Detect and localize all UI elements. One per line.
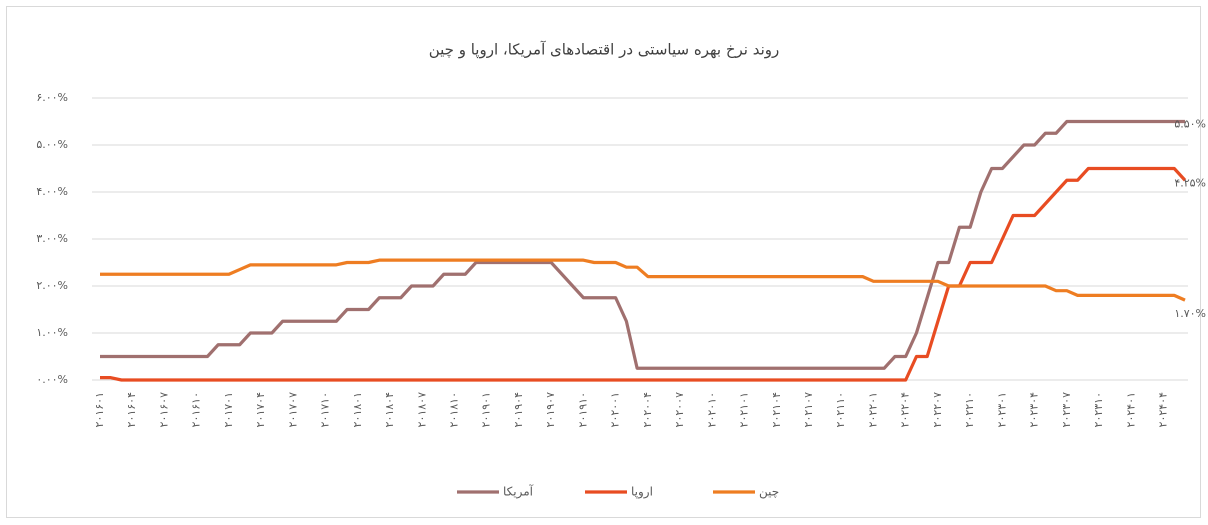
x-tick-label: ۲۰۱۷۰۴ [254, 392, 267, 428]
x-tick-label: ۲۰۲۱۱۰ [834, 392, 847, 427]
data-label: ۱.۷۰% [1174, 307, 1206, 320]
y-tick-label: ۶.۰۰% [36, 91, 68, 104]
x-tick-label: ۲۰۱۷۰۱ [222, 392, 235, 427]
x-tick-label: ۲۰۱۸۰۴ [383, 392, 396, 428]
x-tick-label: ۲۰۲۰۰۱ [609, 392, 622, 427]
x-tick-label: ۲۰۲۰۰۷ [673, 392, 686, 428]
series-line [100, 166, 1187, 382]
y-tick-label: ۰.۰۰% [36, 373, 68, 386]
x-tick-label: ۲۰۲۴۰۱ [1124, 392, 1137, 427]
x-tick-label: ۲۰۲۱۰۴ [770, 392, 783, 428]
x-tick-label: ۲۰۱۷۱۰ [319, 392, 332, 427]
x-tick-label: ۲۰۱۹۰۷ [544, 392, 557, 428]
x-tick-label: ۲۰۲۳۰۷ [1060, 392, 1073, 428]
series-line [100, 119, 1185, 370]
x-tick-label: ۲۰۲۴۰۴ [1157, 392, 1170, 428]
x-tick-label: ۲۰۲۲۱۰ [963, 392, 976, 427]
x-tick-label: ۲۰۱۶۰۱ [93, 392, 106, 427]
y-tick-label: ۳.۰۰% [36, 232, 68, 245]
legend-label: اروپا [631, 485, 653, 500]
x-tick-label: ۲۰۱۶۰۷ [157, 392, 170, 428]
y-tick-label: ۲.۰۰% [36, 279, 68, 292]
legend-label: چین [759, 485, 779, 500]
x-tick-label: ۲۰۱۹۰۴ [512, 392, 525, 428]
x-tick-label: ۲۰۲۲۰۷ [931, 392, 944, 428]
data-label: ۵.۵۰% [1174, 118, 1206, 131]
x-tick-label: ۲۰۱۹۱۰ [576, 392, 589, 427]
x-tick-label: ۲۰۲۱۰۷ [802, 392, 815, 428]
x-tick-label: ۲۰۱۸۰۷ [415, 392, 428, 428]
x-tick-label: ۲۰۲۱۰۱ [738, 392, 751, 427]
data-label: ۴.۲۵% [1174, 176, 1206, 189]
x-tick-label: ۲۰۲۰۱۰ [705, 392, 718, 427]
x-tick-label: ۲۰۲۲۰۱ [866, 392, 879, 427]
x-tick-label: ۲۰۱۹۰۱ [480, 392, 493, 427]
x-tick-label: ۲۰۱۸۱۰ [448, 392, 461, 427]
chart-title: روند نرخ بهره سیاستی در اقتصادهای آمریکا… [429, 41, 780, 60]
y-tick-label: ۴.۰۰% [36, 185, 68, 198]
y-tick-label: ۱.۰۰% [36, 326, 68, 339]
x-tick-label: ۲۰۱۶۱۰ [190, 392, 203, 427]
x-tick-label: ۲۰۱۷۰۷ [286, 392, 299, 428]
x-tick-label: ۲۰۲۳۰۱ [995, 392, 1008, 427]
x-tick-label: ۲۰۲۳۰۴ [1028, 392, 1041, 428]
y-tick-label: ۵.۰۰% [36, 138, 68, 151]
x-tick-label: ۲۰۱۸۰۱ [351, 392, 364, 427]
legend-label: آمریکا [503, 484, 534, 500]
x-tick-label: ۲۰۱۶۰۴ [125, 392, 138, 428]
x-tick-label: ۲۰۲۲۰۴ [899, 392, 912, 428]
x-tick-label: ۲۰۲۳۱۰ [1092, 392, 1105, 427]
series-line [100, 258, 1186, 302]
x-tick-label: ۲۰۲۰۰۴ [641, 392, 654, 428]
